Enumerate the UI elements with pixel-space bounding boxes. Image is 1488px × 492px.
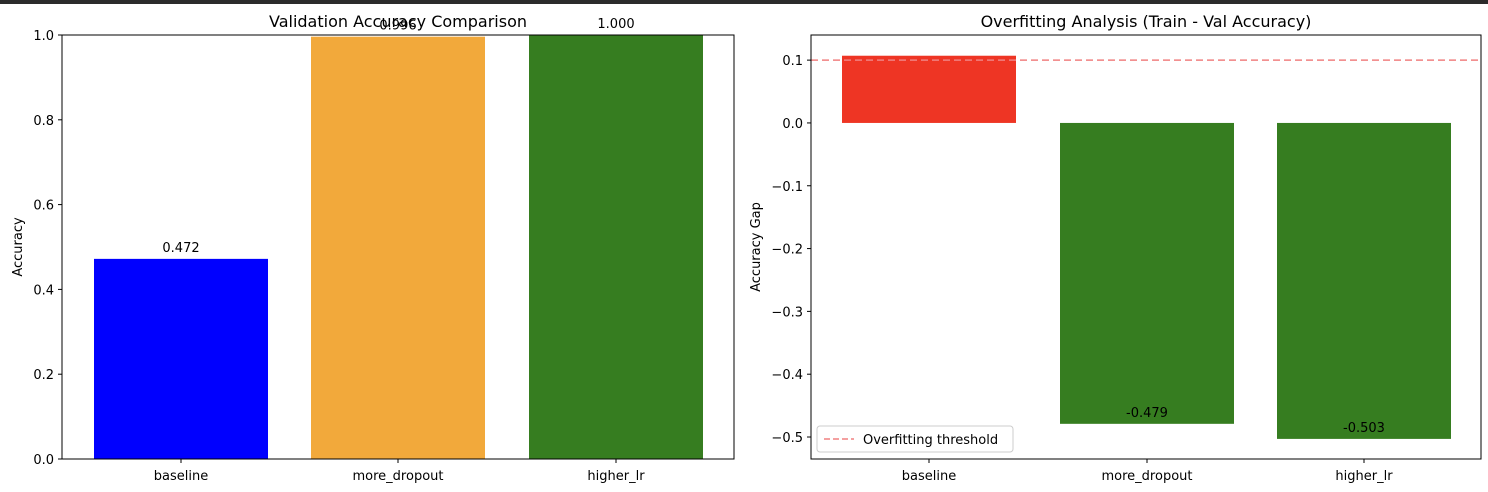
window-top-border [0, 0, 1488, 4]
y-tick-label: 0.1 [782, 54, 803, 69]
x-tick-label-baseline: baseline [902, 469, 956, 484]
chart2-ylabel: Accuracy Gap [749, 202, 764, 292]
chart2-legend: Overfitting threshold [816, 425, 1014, 453]
bar-higher-lr [529, 35, 703, 459]
x-tick-label-higher-lr: higher_lr [587, 469, 645, 484]
y-tick-label: 0.6 [33, 199, 54, 214]
bar-more-dropout [311, 36, 485, 460]
validation-accuracy-chart: Validation Accuracy Comparison Accuracy … [11, 12, 735, 484]
y-tick-label: −0.2 [771, 243, 803, 258]
chart2-title: Overfitting Analysis (Train - Val Accura… [981, 12, 1312, 31]
chart1-title: Validation Accuracy Comparison [269, 12, 527, 31]
y-tick-label: −0.1 [771, 180, 803, 195]
x-tick-label-baseline: baseline [154, 469, 208, 484]
value-label-higher-lr: 1.000 [597, 17, 634, 32]
legend-threshold-label: Overfitting threshold [863, 433, 998, 448]
x-tick-label-higher-lr: higher_lr [1335, 469, 1393, 484]
legend-box [816, 425, 1014, 453]
value-label-more-dropout: -0.479 [1126, 406, 1168, 421]
chart1-axes-frame [61, 34, 735, 460]
bar-baseline [842, 55, 1016, 123]
y-tick-label: 0.0 [33, 453, 54, 468]
value-label-higher-lr: -0.503 [1343, 421, 1385, 436]
bar-higher-lr [1277, 122, 1451, 439]
overfitting-analysis-chart: Overfitting Analysis (Train - Val Accura… [749, 12, 1482, 484]
value-label-more-dropout: 0.996 [379, 19, 416, 34]
value-label-baseline: 0.472 [162, 241, 199, 256]
y-tick-label: 0.8 [33, 114, 54, 129]
x-tick-label-more-dropout: more_dropout [1102, 469, 1193, 484]
y-tick-label: 1.0 [33, 29, 54, 44]
y-tick-label: −0.4 [771, 368, 803, 383]
y-tick-label: −0.5 [771, 431, 803, 446]
chart1-ylabel: Accuracy [11, 217, 26, 277]
y-tick-label: 0.2 [33, 368, 54, 383]
y-tick-label: −0.3 [771, 305, 803, 320]
y-tick-label: 0.4 [33, 283, 54, 298]
bar-more-dropout [1060, 122, 1234, 424]
chart2-axes-frame [810, 34, 1482, 460]
bar-baseline [94, 258, 268, 459]
y-tick-label: 0.0 [782, 117, 803, 132]
x-tick-label-more-dropout: more_dropout [353, 469, 444, 484]
